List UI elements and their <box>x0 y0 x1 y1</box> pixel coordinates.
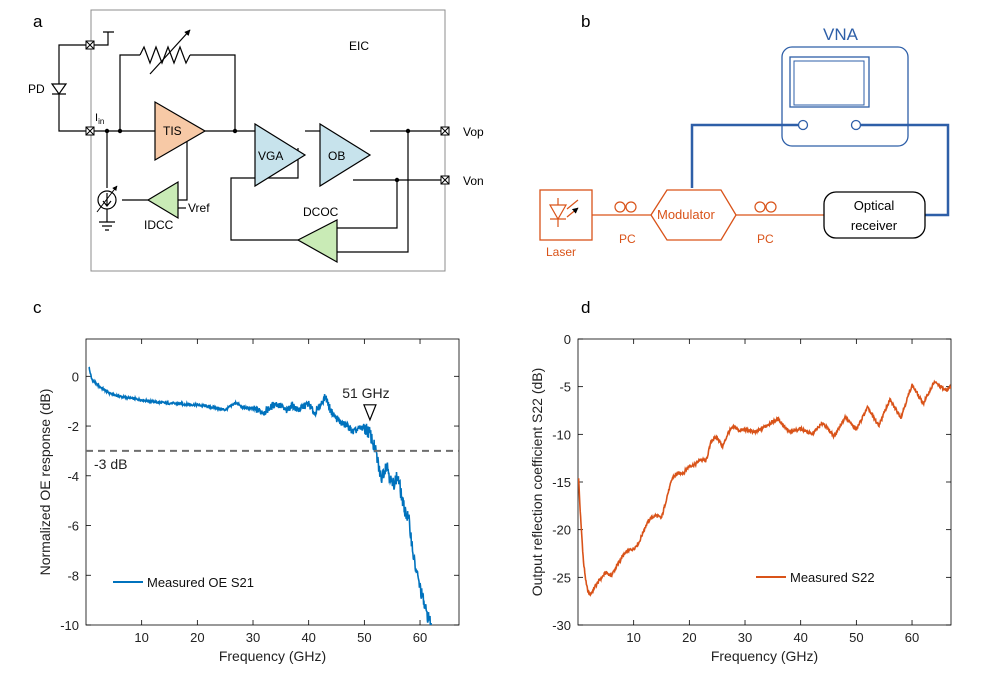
panel-c-letter: c <box>33 298 42 317</box>
x-tick-label: 30 <box>738 630 752 645</box>
feedback-resistor <box>139 45 191 65</box>
panel-a-letter: a <box>33 12 43 31</box>
panel-a-circuit: a EIC PD Iin <box>28 9 484 272</box>
panel-d-letter: d <box>581 298 590 317</box>
legend: Measured S22 <box>756 570 875 585</box>
legend-label: Measured S22 <box>790 570 875 585</box>
pc2-icon <box>754 201 777 213</box>
vna-screen <box>793 60 865 106</box>
modulator-label: Modulator <box>657 207 715 222</box>
x-tick-label: 40 <box>301 630 315 645</box>
chart-oe-response: c 10 20 30 40 50 60 0 -2 -4 -6 -8 -10 Frequency (GHz… <box>33 298 460 664</box>
series-line <box>88 366 432 625</box>
plot-area <box>577 338 952 626</box>
idcc-amplifier <box>146 180 179 220</box>
von-label: Von <box>463 174 484 188</box>
x-tick-label: 60 <box>905 630 919 645</box>
junction-dots <box>104 128 411 183</box>
pd-label: PD <box>28 82 45 96</box>
laser-box <box>539 189 593 241</box>
x-tick-label: 30 <box>246 630 260 645</box>
dcoc-label: DCOC <box>303 205 339 219</box>
bandwidth-marker <box>363 404 377 422</box>
tis-amplifier <box>154 100 207 162</box>
y-tick-label: -30 <box>552 618 571 633</box>
chart-s22: d 10 20 30 40 50 60 0 -5 -10 -15 -20 -25 -30 Frequenc… <box>529 298 952 664</box>
panel-b-setup: b VNA Laser PC Modulator PC <box>539 12 950 259</box>
vna-port2 <box>850 119 862 131</box>
y-tick-label: 0 <box>72 369 79 384</box>
vna-port1 <box>797 119 809 131</box>
eic-label: EIC <box>349 39 369 53</box>
ob-buffer <box>319 122 372 188</box>
x-tick-label: 20 <box>190 630 204 645</box>
ob-label: OB <box>328 149 345 163</box>
vop-label: Vop <box>463 125 484 139</box>
x-tick-label: 10 <box>134 630 148 645</box>
x-axis-label: Frequency (GHz) <box>219 648 326 664</box>
y-tick-label: -5 <box>559 380 571 395</box>
tis-label: TIS <box>163 124 182 138</box>
y-tick-label: -2 <box>67 419 79 434</box>
y-tick-label: -10 <box>60 618 79 633</box>
x-tick-label: 50 <box>849 630 863 645</box>
vref-label: Vref <box>188 201 210 215</box>
x-tick-label: 20 <box>682 630 696 645</box>
iin-label: Iin <box>95 112 104 126</box>
legend: Measured OE S21 <box>113 575 254 590</box>
y-tick-label: -8 <box>67 568 79 583</box>
bias-line <box>94 31 114 46</box>
x-tick-label: 10 <box>626 630 640 645</box>
pc2-label: PC <box>757 232 774 246</box>
series-line <box>578 379 951 597</box>
y-axis-label: Normalized OE response (dB) <box>37 389 53 576</box>
y-tick-label: -6 <box>67 519 79 534</box>
legend-label: Measured OE S21 <box>147 575 254 590</box>
modulator-box <box>650 189 737 241</box>
x-tick-label: 40 <box>793 630 807 645</box>
eic-frame <box>90 9 446 272</box>
laser-icon <box>548 198 578 227</box>
minus-3db-label: -3 dB <box>94 456 127 472</box>
y-tick-label: -25 <box>552 570 571 585</box>
idcc-label: IDCC <box>144 218 174 232</box>
y-axis-label: Output reflection coefficient S22 (dB) <box>529 368 545 597</box>
pc1-label: PC <box>619 232 636 246</box>
receiver-label-2: receiver <box>851 218 898 233</box>
bandwidth-label: 51 GHz <box>342 385 389 401</box>
rf-cable-1 <box>690 123 798 188</box>
pc1-icon <box>614 201 637 213</box>
vga-amplifier <box>254 122 307 188</box>
rf-cable-2 <box>861 123 950 217</box>
optical-receiver-box <box>823 191 926 239</box>
circuit-wires <box>94 54 441 253</box>
x-axis-label: Frequency (GHz) <box>711 648 818 664</box>
laser-label: Laser <box>546 245 576 259</box>
y-tick-label: -20 <box>552 523 571 538</box>
receiver-label-1: Optical <box>854 198 895 213</box>
y-tick-label: -10 <box>552 427 571 442</box>
x-tick-label: 50 <box>357 630 371 645</box>
y-tick-label: 0 <box>564 332 571 347</box>
vga-label: VGA <box>258 149 283 163</box>
photodiode <box>50 44 90 132</box>
x-tick-label: 60 <box>413 630 427 645</box>
vna-label: VNA <box>823 25 859 44</box>
y-tick-label: -4 <box>67 469 79 484</box>
panel-b-letter: b <box>581 12 590 31</box>
variable-arrow <box>149 29 191 75</box>
dcoc-amplifier <box>296 219 338 264</box>
y-tick-label: -15 <box>552 475 571 490</box>
